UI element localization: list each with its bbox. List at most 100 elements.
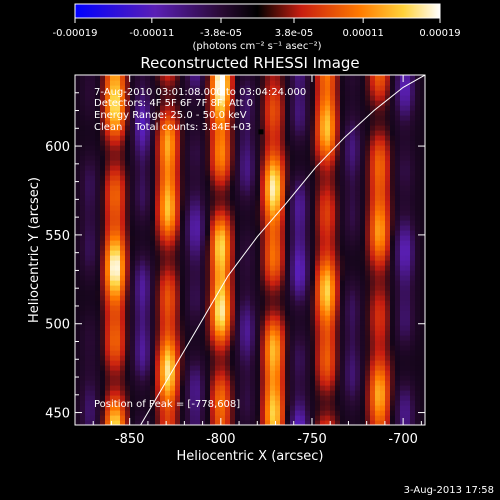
heatmap-cell [135,240,141,246]
heatmap-cell [210,95,216,101]
heatmap-cell [340,350,346,356]
heatmap-cell [400,180,406,186]
heatmap-cell [210,225,216,231]
heatmap-cell [105,210,111,216]
heatmap-cell [320,385,326,391]
heatmap-cell [110,220,116,226]
heatmap-cell [185,235,191,241]
heatmap-cell [315,325,321,331]
heatmap-cell [340,285,346,291]
heatmap-cell [335,420,341,425]
heatmap-cell [235,335,241,341]
heatmap-cell [165,305,171,311]
heatmap-cell [230,85,236,91]
heatmap-cell [120,320,126,326]
heatmap-cell [135,215,141,221]
heatmap-cell [420,185,425,191]
heatmap-cell [405,180,411,186]
heatmap-cell [255,310,261,316]
heatmap-cell [340,290,346,296]
heatmap-cell [145,355,151,361]
heatmap-cell [160,135,166,141]
heatmap-cell [420,75,425,81]
heatmap-cell [400,170,406,176]
heatmap-cell [275,175,281,181]
heatmap-cell [345,385,351,391]
heatmap-cell [160,110,166,116]
heatmap-cell [230,175,236,181]
heatmap-cell [115,155,121,161]
heatmap-cell [185,400,191,406]
heatmap-cell [400,205,406,211]
heatmap-cell [275,270,281,276]
heatmap-cell [320,105,326,111]
heatmap-cell [335,305,341,311]
heatmap-cell [110,255,116,261]
heatmap-cell [370,320,376,326]
heatmap-cell [390,385,396,391]
heatmap-cell [320,305,326,311]
heatmap-cell [255,120,261,126]
heatmap-cell [415,410,421,416]
heatmap-cell [120,175,126,181]
heatmap-cell [280,185,286,191]
heatmap-cell [390,390,396,396]
heatmap-cell [245,250,251,256]
heatmap-cell [95,330,101,336]
heatmap-cell [100,205,106,211]
heatmap-cell [265,415,271,421]
heatmap-cell [170,265,176,271]
heatmap-cell [210,160,216,166]
heatmap-cell [230,245,236,251]
heatmap-cell [245,375,251,381]
heatmap-cell [305,340,311,346]
heatmap-cell [125,220,131,226]
heatmap-cell [385,400,391,406]
heatmap-cell [100,320,106,326]
heatmap-cell [155,250,161,256]
heatmap-cell [155,350,161,356]
heatmap-cell [250,230,256,236]
heatmap-cell [280,285,286,291]
heatmap-cell [310,180,316,186]
heatmap-cell [120,90,126,96]
heatmap-cell [180,105,186,111]
heatmap-cell [290,285,296,291]
heatmap-cell [370,120,376,126]
heatmap-cell [130,245,136,251]
heatmap-cell [75,105,81,111]
heatmap-cell [235,420,241,425]
heatmap-cell [215,115,221,121]
heatmap-cell [85,300,91,306]
heatmap-cell [75,275,81,281]
heatmap-cell [245,120,251,126]
heatmap-cell [290,165,296,171]
heatmap-cell [415,375,421,381]
heatmap-cell [365,105,371,111]
heatmap-cell [355,300,361,306]
heatmap-cell [160,75,166,81]
heatmap-cell [100,275,106,281]
heatmap-cell [235,280,241,286]
heatmap-cell [420,215,425,221]
heatmap-cell [215,285,221,291]
heatmap-cell [340,395,346,401]
heatmap-cell [100,110,106,116]
heatmap-cell [225,80,231,86]
heatmap-cell [420,180,425,186]
heatmap-cell [140,115,146,121]
heatmap-cell [150,130,156,136]
heatmap-cell [295,160,301,166]
heatmap-cell [175,355,181,361]
heatmap-cell [355,370,361,376]
heatmap-cell [230,270,236,276]
heatmap-cell [260,380,266,386]
heatmap-cell [380,185,386,191]
heatmap-cell [295,200,301,206]
heatmap-cell [400,390,406,396]
heatmap-cell [260,75,266,81]
heatmap-cell [90,85,96,91]
heatmap-cell [335,400,341,406]
heatmap-cell [100,280,106,286]
heatmap-cell [85,295,91,301]
